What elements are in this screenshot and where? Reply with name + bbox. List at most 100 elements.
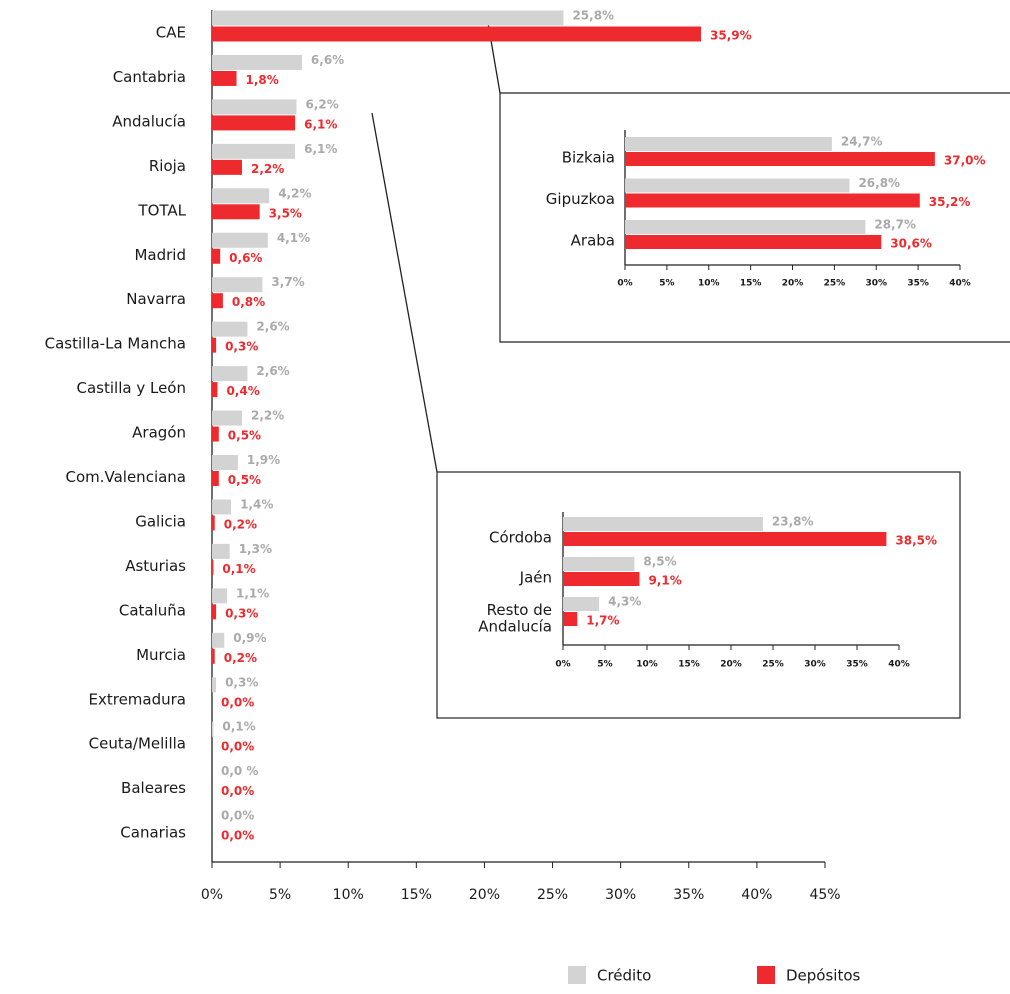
bar bbox=[563, 572, 640, 586]
bar bbox=[212, 232, 268, 248]
category-label: CAE bbox=[156, 24, 186, 42]
value-label: 0,9% bbox=[233, 631, 266, 645]
x-tick-label: 15% bbox=[401, 887, 432, 903]
category-label: Com.Valenciana bbox=[65, 468, 186, 486]
bar bbox=[212, 366, 248, 382]
bar bbox=[563, 612, 578, 626]
x-tick-label: 45% bbox=[809, 887, 840, 903]
category-label: Canarias bbox=[120, 824, 186, 842]
value-label: 4,1% bbox=[277, 231, 310, 245]
category-label: Baleares bbox=[121, 779, 186, 797]
bar bbox=[212, 54, 302, 70]
x-tick-label: 5% bbox=[597, 660, 612, 670]
x-tick-label: 35% bbox=[846, 660, 868, 670]
bar bbox=[212, 455, 238, 470]
x-tick-label: 25% bbox=[537, 887, 568, 903]
category-label: Extremadura bbox=[89, 690, 187, 708]
x-tick-label: 0% bbox=[555, 660, 570, 670]
bar bbox=[212, 426, 219, 442]
category-label: Resto de Andalucía bbox=[478, 600, 552, 635]
category-label: Córdoba bbox=[489, 529, 552, 547]
value-label: 2,2% bbox=[251, 162, 284, 176]
bar bbox=[212, 410, 242, 426]
bar bbox=[212, 543, 230, 559]
value-label: 37,0% bbox=[944, 154, 986, 168]
bar bbox=[212, 559, 214, 575]
value-label: 8,5% bbox=[643, 555, 676, 569]
value-label: 0,1% bbox=[222, 720, 255, 734]
category-label: Andalucía bbox=[112, 112, 186, 130]
value-label: 0,1% bbox=[222, 562, 255, 576]
category-label: Cataluña bbox=[119, 601, 186, 619]
bar bbox=[212, 248, 221, 264]
value-label: 1,4% bbox=[240, 497, 273, 511]
bar bbox=[625, 178, 850, 193]
value-label: 23,8% bbox=[772, 515, 814, 529]
value-label: 6,6% bbox=[311, 53, 344, 67]
x-tick-label: 10% bbox=[698, 279, 720, 289]
category-label: Murcia bbox=[136, 646, 186, 664]
bar bbox=[212, 143, 296, 159]
value-label: 30,6% bbox=[890, 237, 932, 251]
bar bbox=[212, 721, 214, 737]
bar bbox=[212, 115, 296, 131]
value-label: 1,3% bbox=[239, 542, 272, 556]
bar bbox=[625, 152, 935, 166]
category-label: Castilla y León bbox=[77, 379, 186, 397]
value-label: 0,0% bbox=[221, 809, 254, 823]
legend-label: Depósitos bbox=[786, 967, 861, 985]
value-label: 26,8% bbox=[858, 176, 900, 190]
x-tick-label: 30% bbox=[865, 279, 887, 289]
bar bbox=[625, 137, 832, 151]
bar bbox=[212, 26, 702, 42]
x-tick-label: 40% bbox=[949, 279, 971, 289]
bar bbox=[212, 471, 219, 486]
value-label: 0,3% bbox=[225, 606, 258, 620]
x-tick-label: 0% bbox=[617, 279, 632, 289]
bar bbox=[563, 517, 763, 531]
value-label: 1,9% bbox=[247, 453, 280, 467]
value-label: 0,0% bbox=[221, 829, 254, 843]
value-label: 0,5% bbox=[228, 429, 261, 443]
x-tick-label: 15% bbox=[678, 660, 700, 670]
value-label: 0,6% bbox=[229, 251, 262, 265]
value-label: 0,0% bbox=[221, 740, 254, 754]
bar bbox=[212, 632, 225, 648]
bar bbox=[212, 99, 297, 115]
value-label: 0,3% bbox=[225, 340, 258, 354]
value-label: 0,2% bbox=[224, 651, 257, 665]
category-label: Rioja bbox=[149, 157, 186, 175]
bar bbox=[212, 10, 564, 26]
value-label: 0,5% bbox=[228, 473, 261, 487]
category-label: Ceuta/Melilla bbox=[89, 735, 186, 753]
value-label: 4,2% bbox=[278, 186, 311, 200]
bar bbox=[212, 677, 217, 693]
x-tick-label: 30% bbox=[605, 887, 636, 903]
x-tick-label: 25% bbox=[762, 660, 784, 670]
category-label: Asturias bbox=[125, 557, 186, 575]
category-label: Cantabria bbox=[113, 68, 186, 86]
value-label: 1,1% bbox=[236, 586, 269, 600]
category-label: Madrid bbox=[134, 246, 186, 264]
x-tick-label: 5% bbox=[659, 279, 674, 289]
value-label: 0,0% bbox=[221, 695, 254, 709]
value-label: 35,9% bbox=[710, 29, 752, 43]
bar bbox=[625, 220, 866, 234]
category-label: Jaén bbox=[519, 569, 552, 587]
bar bbox=[563, 557, 635, 571]
value-label: 1,7% bbox=[586, 614, 619, 628]
connector bbox=[371, 112, 438, 473]
value-label: 2,6% bbox=[256, 364, 289, 378]
category-label: Bizkaia bbox=[562, 149, 615, 167]
x-tick-label: 40% bbox=[741, 887, 772, 903]
value-label: 2,6% bbox=[256, 320, 289, 334]
value-label: 3,7% bbox=[271, 275, 304, 289]
bar bbox=[212, 188, 270, 204]
bar bbox=[212, 648, 215, 664]
value-label: 6,2% bbox=[305, 97, 338, 111]
bar bbox=[212, 70, 237, 86]
x-tick-label: 20% bbox=[469, 887, 500, 903]
bar bbox=[212, 588, 227, 604]
inset-box bbox=[499, 92, 1010, 343]
value-label: 0,3% bbox=[225, 675, 258, 689]
